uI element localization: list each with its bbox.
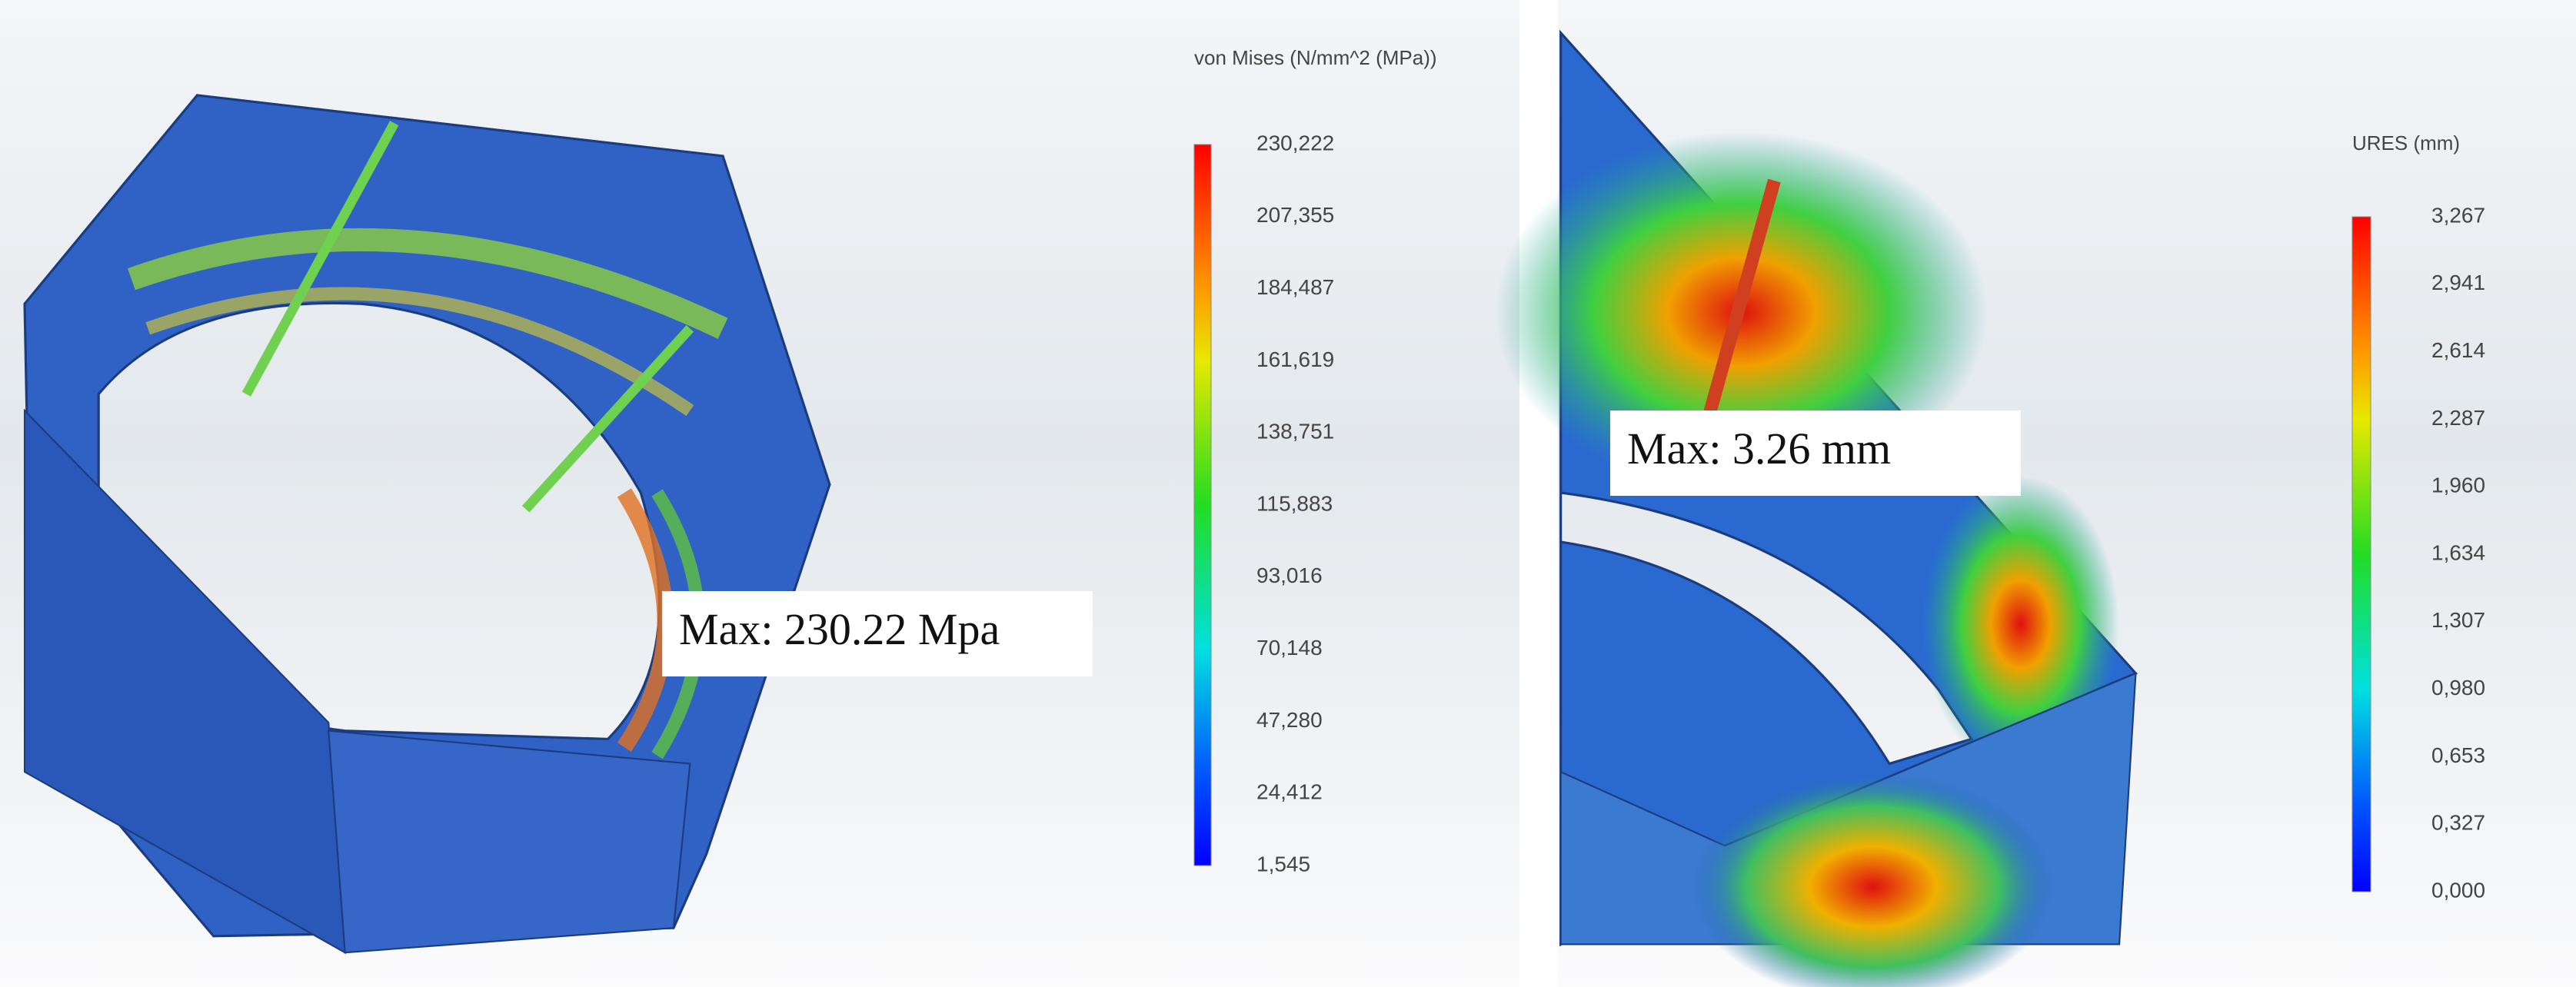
legend-title: URES (mm) — [2352, 131, 2460, 155]
colorbar-label: 47,280 — [1256, 708, 1323, 732]
colorbar-label: 0,327 — [2431, 811, 2485, 835]
colorbar-label: 184,487 — [1256, 275, 1334, 299]
colorbar-label: 207,355 — [1256, 203, 1334, 227]
colorbar-label: 230,222 — [1256, 131, 1334, 155]
colorbar-label: 93,016 — [1256, 563, 1323, 587]
colorbar-label: 0,980 — [2431, 676, 2485, 700]
colorbar-label: 1,960 — [2431, 474, 2485, 497]
legend-title: von Mises (N/mm^2 (MPa)) — [1194, 46, 1437, 69]
colorbar-label: 115,883 — [1256, 491, 1333, 515]
colorbar-label: 0,653 — [2431, 743, 2485, 767]
colorbar-label: 2,614 — [2431, 338, 2485, 362]
annotation: Max: 3.26 mm — [1627, 424, 1891, 474]
colorbar-label: 1,307 — [2431, 608, 2485, 632]
stress-render — [23, 94, 831, 955]
colorbar-label: 1,545 — [1256, 852, 1310, 876]
colorbar-label: 3,267 — [2431, 203, 2485, 227]
colorbar — [2351, 216, 2371, 892]
annotation-box — [1610, 410, 2021, 496]
colorbar-label: 24,412 — [1256, 780, 1323, 804]
colorbar-label: 2,287 — [2431, 406, 2485, 430]
colorbar-label: 2,941 — [2431, 271, 2485, 294]
colorbar-label: 138,751 — [1256, 420, 1334, 444]
annotation-box — [662, 591, 1093, 676]
annotation: Max: 230.22 Mpa — [679, 604, 1000, 654]
colorbar-label: 1,634 — [2431, 540, 2485, 564]
colorbar-label: 70,148 — [1256, 636, 1323, 660]
colorbar — [1193, 144, 1212, 866]
colorbar-label: 0,000 — [2431, 878, 2485, 902]
colorbar-label: 161,619 — [1256, 347, 1334, 371]
